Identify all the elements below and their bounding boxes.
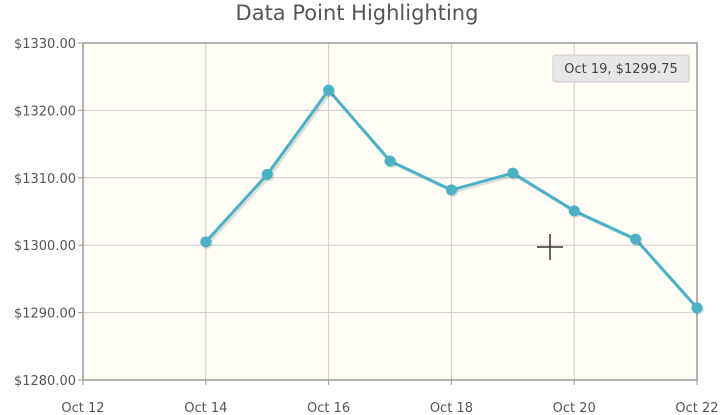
x-tick-label: Oct 18 — [430, 401, 473, 415]
data-point — [200, 236, 212, 248]
data-point — [568, 205, 580, 217]
highlight-tooltip: Oct 19, $1299.75 — [552, 54, 690, 83]
data-point — [691, 302, 703, 314]
chart-title: Data Point Highlighting — [236, 1, 479, 25]
axes: Oct 12 Oct 14 Oct 16 Oct 18 Oct 20 Oct 22 $128… — [14, 37, 719, 415]
y-tick-label: $1300.00 — [14, 239, 76, 254]
x-tick-label: Oct 16 — [307, 401, 350, 415]
y-tick-label: $1320.00 — [14, 104, 76, 119]
data-point — [261, 168, 273, 180]
crosshair-cursor-icon — [537, 234, 563, 260]
data-point — [630, 233, 642, 245]
y-tick-label: $1290.00 — [14, 307, 76, 322]
series-layer — [200, 84, 704, 315]
plot-area — [83, 43, 697, 380]
x-tick-label: Oct 14 — [184, 401, 227, 415]
data-point — [323, 84, 335, 96]
data-point — [507, 167, 519, 179]
plot-border — [82, 42, 698, 381]
data-point — [384, 155, 396, 167]
y-tick-label: $1310.00 — [14, 172, 76, 187]
y-tick-label: $1330.00 — [14, 37, 76, 52]
data-point — [445, 184, 457, 196]
x-tick-label: Oct 20 — [553, 401, 596, 415]
tooltip-box — [552, 54, 690, 83]
x-tick-label: Oct 12 — [61, 401, 104, 415]
tooltip-text: Oct 19, $1299.75 — [564, 62, 677, 77]
y-tick-label: $1280.00 — [14, 374, 76, 389]
x-tick-label: Oct 22 — [675, 401, 718, 415]
